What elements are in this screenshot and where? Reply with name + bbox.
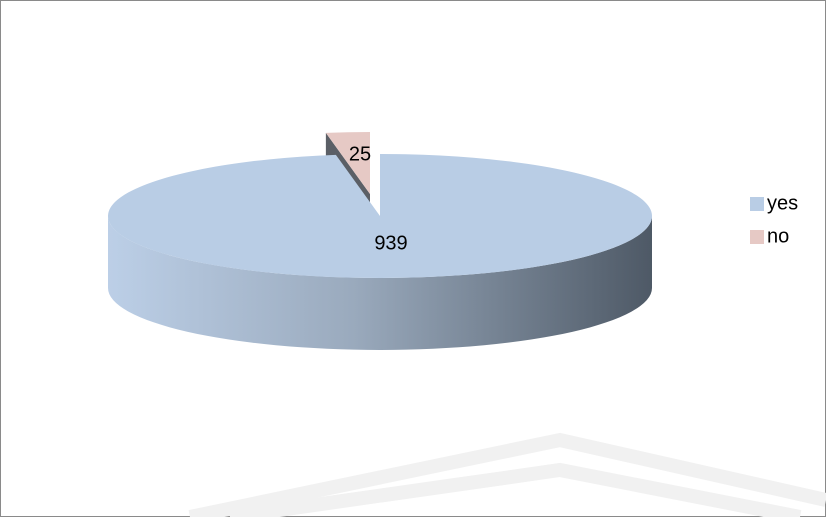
data-label: 25	[349, 143, 371, 165]
data-label: 939	[374, 232, 407, 254]
legend-swatch	[750, 230, 764, 244]
pie-slice	[108, 154, 653, 278]
slice-side	[108, 216, 652, 350]
pie-area: 939 25	[108, 132, 653, 350]
legend-label: no	[767, 225, 789, 247]
watermark	[188, 432, 826, 517]
pie-slice	[325, 132, 370, 194]
legend-swatch	[750, 197, 764, 211]
legend: yes no	[750, 192, 798, 247]
legend-label: yes	[767, 192, 798, 214]
